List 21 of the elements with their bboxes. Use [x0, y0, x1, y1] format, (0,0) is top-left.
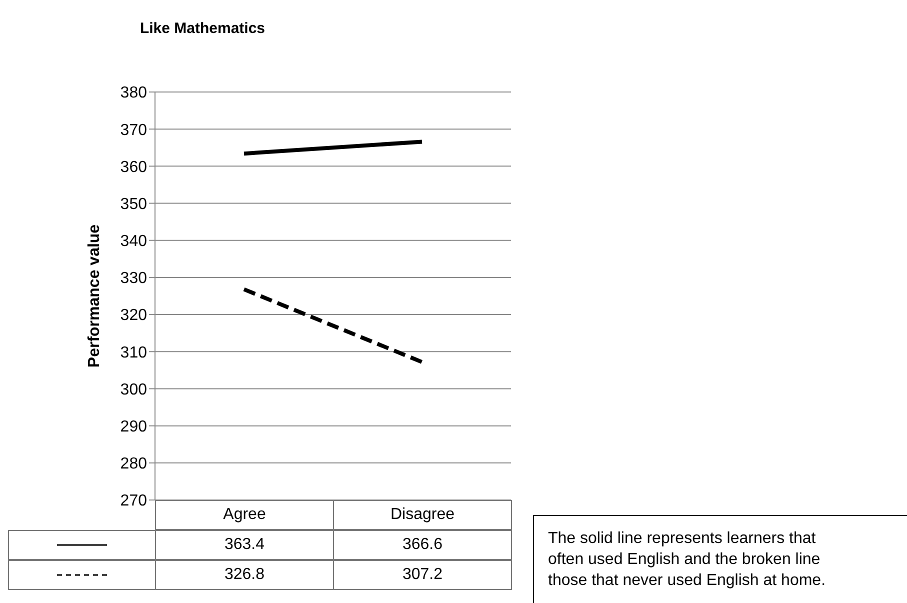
x-tick-label: Disagree — [333, 500, 512, 530]
y-tick-label: 350 — [120, 196, 148, 213]
text: The solid line represents learners that often used English and the broken line those that never used English at home. — [533, 515, 907, 603]
y-tick-label: 370 — [120, 122, 148, 139]
y-tick-label: 270 — [120, 492, 148, 510]
data-label: 326.8 — [155, 560, 334, 590]
data-label: 307.2 — [333, 560, 512, 590]
y-tick-label: 310 — [120, 344, 148, 362]
y-tick-label: 280 — [120, 456, 148, 473]
y-tick-label: 360 — [120, 158, 148, 176]
y-axis-title: Performance value — [86, 224, 104, 368]
y-tick-label: 320 — [120, 307, 148, 324]
y-tick-label: 290 — [120, 418, 148, 436]
y-tick-label: 330 — [120, 270, 148, 288]
data-label: 366.6 — [333, 530, 512, 560]
x-tick-label: Agree — [155, 500, 334, 530]
y-tick-label: 300 — [120, 381, 148, 398]
data-label: 363.4 — [155, 530, 334, 560]
y-tick-label: 380 — [120, 84, 148, 102]
y-tick-label: 340 — [120, 233, 148, 250]
chart-title: Like Mathematics — [138, 20, 266, 37]
